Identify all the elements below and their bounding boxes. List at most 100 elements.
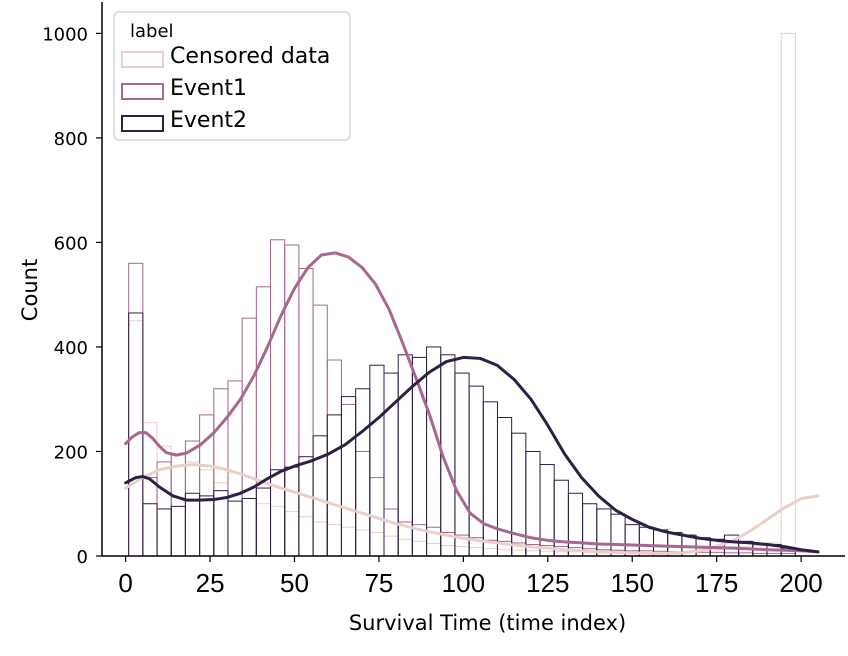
censored-data-bar [340, 526, 357, 557]
censored-data-bar [213, 482, 229, 557]
event2-bar [326, 414, 342, 557]
censored-data-bar [227, 492, 243, 557]
event1-kde-line [124, 251, 820, 554]
event2-bar [355, 388, 371, 557]
legend-title: label [130, 21, 174, 42]
x-tick-label: 175 [695, 568, 738, 598]
x-tick-label: 150 [611, 568, 654, 598]
x-tick-label: 75 [364, 568, 393, 598]
event1-bar [213, 388, 229, 557]
legend-swatch-event1 [121, 83, 164, 100]
x-axis-label: Survival Time (time index) [349, 611, 626, 635]
event2-bar [227, 500, 243, 557]
event2-bar [468, 385, 484, 557]
censored-data-bar [397, 538, 413, 557]
event1-bar [312, 304, 328, 557]
legend-label-event1: Event1 [170, 76, 247, 101]
censored-data-bar [355, 529, 371, 557]
censored-data-bar [454, 546, 470, 557]
y-ticks: 0 200 400 600 800 1000 [42, 24, 102, 568]
x-tick-label: 200 [779, 568, 822, 598]
event2-bar [567, 492, 584, 557]
event2-bar [170, 505, 186, 557]
x-tick-label: 125 [526, 568, 569, 598]
censored-data-bar [482, 548, 498, 557]
event2-bar [496, 417, 513, 557]
event2-bar [426, 346, 442, 557]
legend-frame [113, 11, 351, 141]
event2-bar [482, 401, 498, 557]
y-tick-label: 200 [54, 442, 88, 463]
censored-data-bar [312, 521, 328, 557]
event2-bars [128, 312, 796, 557]
censored-data-bar [411, 540, 428, 557]
event2-bar [184, 492, 201, 557]
censored-data-bar [326, 524, 342, 557]
censored-data-bar [255, 503, 272, 557]
x-tick-label: 25 [196, 568, 225, 598]
y-tick-label: 1000 [42, 24, 88, 45]
event1-bar [170, 453, 186, 557]
x-tick-label: 50 [280, 568, 309, 598]
event1-bar [184, 440, 201, 557]
event1-bar [326, 359, 342, 557]
event2-bar [610, 513, 626, 557]
censored-data-bar [298, 516, 314, 557]
event1-bar [270, 239, 286, 557]
y-tick-label: 600 [54, 233, 88, 254]
censored-data-bar [496, 549, 513, 557]
event1-bar [383, 508, 399, 557]
event2-bar [525, 450, 541, 557]
event1-bar [128, 262, 144, 557]
event2-bar [582, 503, 598, 557]
x-ticks: 0 25 50 75 100 125 150 175 200 [118, 556, 823, 598]
censored-data-bar [440, 545, 456, 557]
event2-bar [298, 456, 314, 557]
censored-data-bar [156, 445, 172, 557]
y-tick-label: 800 [54, 129, 88, 150]
axes [101, 2, 845, 557]
event1-bar [298, 268, 314, 557]
event1-bar [355, 450, 371, 557]
censored-data-bar [270, 505, 286, 557]
event1-bar [241, 317, 257, 557]
censored-data-bar [170, 453, 186, 557]
event2-bar [454, 372, 470, 557]
censored-data-bar [511, 549, 527, 557]
censored-data-kde-line [124, 463, 820, 555]
censored-data-bar [709, 549, 725, 557]
event2-bar [596, 508, 612, 557]
event2-bar [553, 479, 569, 557]
censored-data-bar [284, 511, 300, 557]
y-tick-label: 0 [77, 547, 88, 568]
event2-bar [255, 487, 272, 557]
event2-bar [199, 495, 215, 557]
censored-data-bar [369, 531, 385, 557]
legend: label Censored data Event1 Event2 [113, 11, 351, 141]
censored-data-bar [241, 498, 257, 557]
x-tick-label: 0 [118, 568, 132, 598]
event1-bars [128, 239, 796, 557]
event2-bar [241, 498, 257, 557]
event2-bar [511, 432, 527, 557]
censored-data-bar [525, 550, 541, 557]
censored-data-bar [383, 535, 399, 557]
censored-data-bar [426, 542, 442, 557]
event2-bar [142, 503, 158, 557]
event1-bar [142, 477, 158, 557]
censored-data-bar [184, 461, 201, 557]
event2-bar [270, 469, 286, 557]
event2-bar [369, 364, 385, 557]
censored-data-bar [780, 32, 796, 557]
y-axis-label: Count [18, 259, 42, 321]
x-tick-label: 100 [442, 568, 485, 598]
event1-bar [255, 286, 272, 557]
event1-bar [340, 403, 357, 557]
event2-bar [539, 464, 555, 557]
censored-data-bar [199, 469, 215, 557]
censored-data-bar [468, 547, 484, 557]
legend-swatch-censored-data [121, 51, 164, 68]
event2-kde-line [124, 355, 820, 554]
event2-bar [156, 508, 172, 557]
event2-bar [340, 396, 357, 557]
